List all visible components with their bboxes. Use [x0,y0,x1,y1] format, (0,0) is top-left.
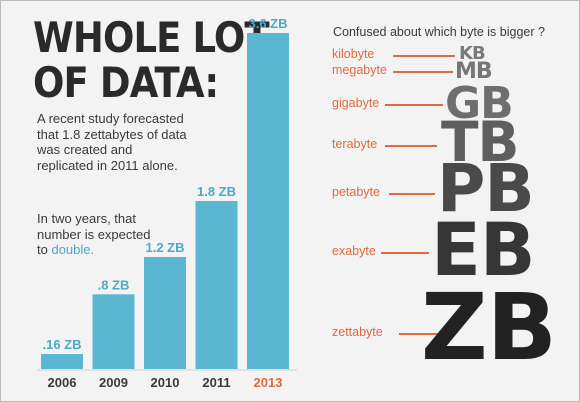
unit-connector-tb [385,145,437,147]
forecast-paragraph: In two years, that number is expected to… [37,211,157,258]
unit-abbr-eb: EB [431,208,536,293]
data-label-2006: .16 ZB [42,337,81,352]
forecast-text: In two years, that number is expected to [37,211,151,257]
unit-name-kb: kilobyte [332,47,375,61]
data-label-2013: 3.6 ZB [248,16,287,31]
data-label-2009: .8 ZB [98,277,130,292]
unit-abbr-mb: MB [455,59,493,84]
category-label-2009: 2009 [99,375,128,390]
category-label-2006: 2006 [48,375,77,390]
bar-2009 [92,294,135,369]
unit-connector-mb [393,71,453,73]
double-highlight: double. [51,242,95,257]
unit-name-eb: exabyte [332,244,376,258]
data-label-2010: 1.2 ZB [145,240,184,255]
unit-abbr-gb: GB [445,78,514,129]
category-label-2013: 2013 [254,375,283,390]
unit-connector-gb [385,104,443,106]
bar-2006 [41,354,83,369]
byte-comparison-heading: Confused about which byte is bigger ? [333,25,545,39]
unit-name-pb: petabyte [332,185,380,199]
unit-connector-kb [393,55,455,57]
bar-2013 [247,33,289,369]
bar-2010 [144,257,186,369]
unit-connector-pb [389,193,435,195]
unit-name-tb: terabyte [332,137,378,151]
unit-connector-zb [399,333,439,335]
unit-abbr-tb: TB [441,110,519,174]
unit-name-gb: gigabyte [332,96,380,110]
study-paragraph: A recent study forecasted that 1.8 zetta… [37,111,187,173]
unit-abbr-kb: KB [459,43,486,64]
unit-connector-eb [381,252,429,254]
category-label-2010: 2010 [151,375,180,390]
bar-2011 [195,201,238,369]
unit-name-mb: megabyte [332,63,387,77]
category-label-2011: 2011 [202,375,230,390]
unit-abbr-pb: PB [437,150,535,227]
bar-chart: .16 ZB 2006 .8 ZB 2009 1.2 ZB 2010 1.8 ZB 2011 3… [37,16,297,390]
title-line-2: OF DATA: [33,58,219,107]
data-label-2011: 1.8 ZB [197,184,236,199]
unit-name-zb: zettabyte [332,325,383,339]
unit-abbr-zb: ZB [421,274,557,381]
